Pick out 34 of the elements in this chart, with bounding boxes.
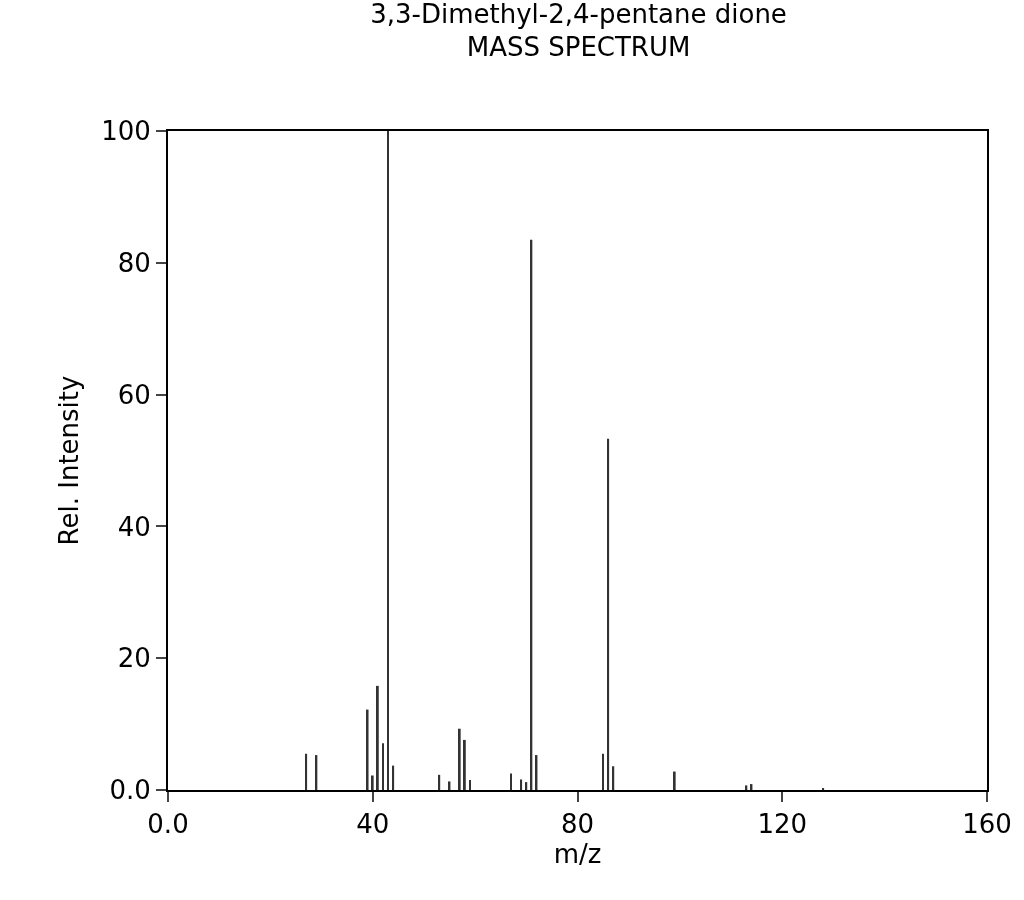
chart-title: 3,3-Dimethyl-2,4-pentane dione: [370, 0, 787, 29]
x-tick-label: 0.0: [147, 809, 189, 840]
x-tick-label: 40: [356, 809, 390, 840]
bar: [387, 131, 389, 790]
bar: [520, 779, 523, 790]
bar: [305, 753, 308, 790]
y-tick-label: 80: [117, 247, 151, 278]
x-tick-label: 80: [560, 809, 595, 840]
bar: [525, 782, 528, 790]
bar: [458, 728, 461, 790]
chart-subtitle: MASS SPECTRUM: [466, 32, 691, 63]
y-tick-label: 20: [117, 643, 151, 674]
y-tick-label: 60: [117, 379, 151, 410]
y-tick-label: 100: [101, 116, 151, 147]
bar: [371, 775, 374, 790]
bar: [366, 709, 369, 790]
bar: [463, 739, 466, 790]
bar: [607, 438, 610, 790]
bar: [382, 743, 384, 790]
bar: [469, 780, 471, 790]
bar: [376, 685, 379, 790]
y-tick-label: 0.0: [109, 775, 151, 806]
y-axis-title: Rel. Intensity: [54, 375, 85, 546]
bar: [510, 773, 512, 790]
bar: [392, 765, 395, 790]
bar: [438, 774, 441, 790]
bar: [602, 753, 604, 790]
bar: [673, 771, 676, 790]
bar: [745, 785, 748, 790]
x-axis-title: m/z: [553, 839, 602, 870]
bar: [612, 766, 615, 790]
y-tick-label: 40: [117, 511, 151, 542]
x-tick-label: 120: [757, 809, 808, 840]
x-tick-label: 160: [962, 809, 1012, 840]
